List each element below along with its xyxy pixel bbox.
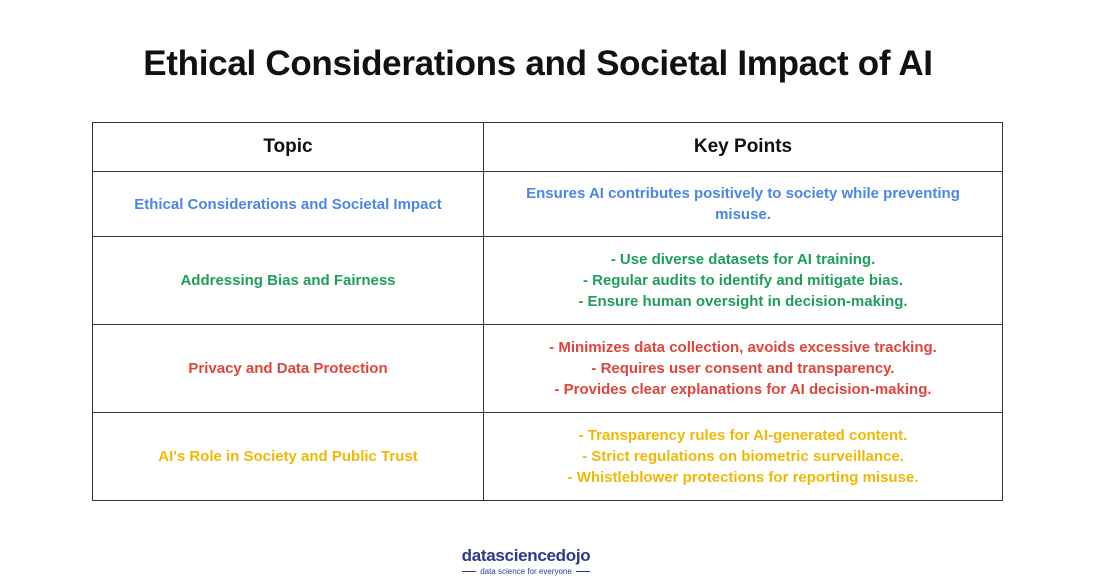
key-point: - Regular audits to identify and mitigat…: [582, 272, 904, 289]
key-point: - Provides clear explanations for AI dec…: [554, 381, 932, 398]
key-points-cell: - Use diverse datasets for AI training. -…: [483, 236, 1003, 325]
key-point: - Requires user consent and transparency…: [591, 360, 895, 377]
footer: datasciencedojo data science for everyon…: [0, 546, 1052, 576]
table-head: Topic Key Points: [92, 122, 1003, 172]
key-points-cell: Ensures AI contributes positively to soc…: [483, 171, 1003, 237]
table-row: AI's Role in Society and Public Trust - T…: [92, 412, 1003, 501]
key-point: - Minimizes data collection, avoids exce…: [549, 339, 937, 356]
key-point: - Transparency rules for AI-generated co…: [578, 427, 908, 444]
table-row: Addressing Bias and Fairness - Use divers…: [92, 236, 1003, 325]
key-points-cell: - Transparency rules for AI-generated co…: [483, 412, 1003, 501]
key-point: Ensures AI contributes positively to soc…: [526, 185, 960, 223]
table-row: Privacy and Data Protection - Minimizes d…: [92, 324, 1003, 413]
column-header: Topic: [92, 122, 484, 172]
topic-cell: AI's Role in Society and Public Trust: [92, 412, 484, 501]
table-row: Ethical Considerations and Societal Impa…: [92, 171, 1003, 237]
logo: datasciencedojo: [461, 546, 591, 565]
page-title: Ethical Considerations and Societal Impa…: [143, 44, 933, 83]
key-point: - Ensure human oversight in decision-mak…: [578, 293, 908, 310]
key-points-cell: - Minimizes data collection, avoids exce…: [483, 324, 1003, 413]
topic-cell: Ethical Considerations and Societal Impa…: [92, 171, 484, 237]
key-point: - Strict regulations on biometric survei…: [582, 448, 904, 465]
table-body: Ethical Considerations and Societal Impa…: [92, 171, 1003, 501]
key-point: - Use diverse datasets for AI training.: [610, 251, 876, 268]
column-header: Key Points: [483, 122, 1003, 172]
topic-cell: Addressing Bias and Fairness: [92, 236, 484, 325]
header-row: Topic Key Points: [92, 122, 1003, 172]
key-point: - Whistleblower protections for reportin…: [567, 469, 919, 486]
tagline: data science for everyone: [0, 567, 1052, 576]
topic-cell: Privacy and Data Protection: [92, 324, 484, 413]
topics-table: Topic Key Points Ethical Considerations …: [92, 122, 1003, 501]
